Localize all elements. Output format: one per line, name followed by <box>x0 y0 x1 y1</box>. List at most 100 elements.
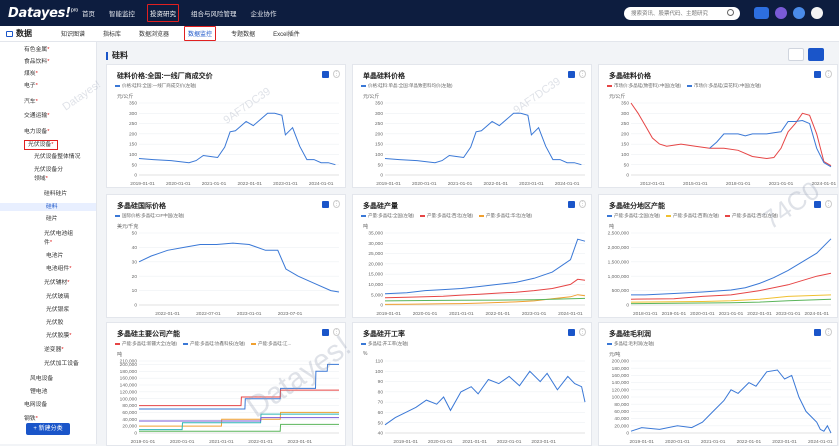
search-input[interactable] <box>624 7 740 20</box>
app-icon[interactable] <box>775 7 787 19</box>
sidebar-item[interactable]: 领域* <box>34 175 48 183</box>
sidebar-item[interactable]: 逆变器* <box>44 346 64 354</box>
top-nav-item[interactable]: 智能监控 <box>109 11 135 18</box>
legend-item[interactable]: 产能:多晶硅:全国(左轴) <box>607 213 660 219</box>
legend-item[interactable]: 价格:硅料:全国:一线厂商成交价(左轴) <box>115 83 196 89</box>
chart-settings-icon[interactable] <box>814 329 821 336</box>
more-icon[interactable]: ⋮ <box>825 328 832 336</box>
chart-settings-icon[interactable] <box>814 201 821 208</box>
top-nav-item[interactable]: 投资研究 <box>147 4 179 22</box>
sidebar-item[interactable]: 电网设备 <box>24 401 47 409</box>
star-icon: * <box>67 280 70 286</box>
sidebar-item[interactable]: 光伏设备整体情况 <box>34 153 80 161</box>
section-tab[interactable]: 知识图谱 <box>61 32 86 38</box>
legend-item[interactable]: 多晶硅:开工率(左轴) <box>361 341 408 347</box>
avatar[interactable] <box>811 7 823 19</box>
sidebar-item[interactable]: 光伏电池组 <box>44 230 73 238</box>
chart-settings-icon[interactable] <box>322 329 329 336</box>
sidebar-item[interactable]: 件* <box>44 239 52 247</box>
sidebar-item[interactable]: 钢铁* <box>24 415 38 423</box>
sidebar-item[interactable]: 光伏胶膜* <box>46 332 71 340</box>
more-icon[interactable]: ⋮ <box>825 200 832 208</box>
more-icon[interactable]: ⋮ <box>579 328 586 336</box>
more-icon[interactable]: ⋮ <box>825 70 832 78</box>
legend-item[interactable]: 国际价格:多晶硅:CIF中国(左轴) <box>115 213 184 219</box>
section-tab[interactable]: 数据监控 <box>184 26 217 41</box>
more-icon[interactable]: ⋮ <box>333 200 340 208</box>
sidebar-item[interactable]: 食品饮料* <box>24 58 49 66</box>
chart-settings-icon[interactable] <box>568 71 575 78</box>
legend-item[interactable]: 产能:多晶硅:协鑫科技(左轴) <box>183 341 245 347</box>
section-tab[interactable]: 数据浏览器 <box>139 32 170 38</box>
legend-item[interactable]: 产能:多晶硅:西南(左轴) <box>666 213 719 219</box>
legend-item[interactable]: 产能:多晶硅:新疆大全(左轴) <box>115 341 177 347</box>
sidebar-item[interactable]: 锂电池 <box>30 388 47 396</box>
sidebar-item[interactable]: 电子* <box>24 82 38 90</box>
legend-item[interactable]: 产量:多晶硅:华北(左轴) <box>479 213 532 219</box>
sidebar-item-label: 锂电池 <box>30 389 48 395</box>
x-tick-label: 2021-01-01 <box>462 439 487 445</box>
sidebar-item[interactable]: 交通运输* <box>24 112 49 120</box>
sidebar-item[interactable]: 电池片 <box>46 252 63 260</box>
sidebar-item[interactable]: 风电设备 <box>30 375 53 383</box>
more-icon[interactable]: ⋮ <box>333 70 340 78</box>
section-tab[interactable]: Excel插件 <box>273 32 300 38</box>
legend-item[interactable]: 价格:硅料:单晶:全国:单晶致密料均价(左轴) <box>361 83 453 89</box>
series-line <box>139 417 339 422</box>
section-tab[interactable]: 指标库 <box>103 32 122 38</box>
legend-item[interactable]: 市场价:多晶硅(致密料):中国(左轴) <box>607 83 681 89</box>
y-tick-label: 15,000 <box>368 272 383 278</box>
grid-view-button[interactable] <box>788 48 804 61</box>
legend-item[interactable]: 产量:多晶硅:西北(左轴) <box>420 213 473 219</box>
sidebar-item[interactable]: 煤炭* <box>24 70 38 78</box>
list-view-button[interactable] <box>808 48 824 61</box>
star-icon: * <box>47 59 50 65</box>
logo[interactable]: Datayes!pro <box>8 6 80 21</box>
sidebar-item[interactable]: 硅片 <box>46 215 58 223</box>
sidebar-item[interactable]: 光伏玻璃 <box>46 293 69 301</box>
sidebar-item[interactable]: 光伏辅材* <box>44 279 69 287</box>
chart-settings-icon[interactable] <box>568 329 575 336</box>
message-icon[interactable] <box>793 7 805 19</box>
legend-item[interactable]: 多晶硅:毛利润(左轴) <box>607 341 654 347</box>
sidebar-item[interactable]: 硅料硅片 <box>44 190 67 198</box>
y-axis-unit: 元/公斤 <box>609 94 626 100</box>
sidebar-item[interactable]: 光伏设备* <box>24 140 59 150</box>
search-icon[interactable] <box>727 9 734 16</box>
legend-item[interactable]: 产量:多晶硅:全国(左轴) <box>361 213 414 219</box>
series-line <box>630 369 832 434</box>
more-icon[interactable]: ⋮ <box>579 200 586 208</box>
legend-item[interactable]: 市场价:多晶硅(菜花料):中国(左轴) <box>687 83 761 89</box>
section-tab[interactable]: 专题数据 <box>231 32 256 38</box>
chart-settings-icon[interactable] <box>322 71 329 78</box>
top-nav-item[interactable]: 企业协作 <box>250 11 277 18</box>
legend-swatch <box>725 214 730 217</box>
series-line <box>384 294 586 305</box>
more-icon[interactable]: ⋮ <box>579 70 586 78</box>
legend-item[interactable]: 产能:多晶硅:江... <box>251 341 291 347</box>
star-icon: * <box>61 347 64 353</box>
new-category-button[interactable]: + 新建分类 <box>26 423 70 435</box>
robot-icon[interactable] <box>754 7 769 19</box>
sidebar-item[interactable]: 光伏胶 <box>46 319 63 327</box>
chart-settings-icon[interactable] <box>322 201 329 208</box>
sidebar-item[interactable]: 有色金属* <box>24 46 49 54</box>
sidebar-item[interactable]: 电池组件* <box>46 265 71 273</box>
y-tick-label: 100 <box>375 369 383 375</box>
sidebar-item[interactable]: 电力设备* <box>24 128 49 136</box>
sidebar-item-label: 有色金属 <box>24 47 48 53</box>
sidebar-item[interactable]: 硅料 <box>0 203 96 211</box>
x-tick-label: 2022-01-01 <box>483 181 508 187</box>
more-icon[interactable]: ⋮ <box>333 328 340 336</box>
chart-settings-icon[interactable] <box>568 201 575 208</box>
chart-settings-icon[interactable] <box>814 71 821 78</box>
sidebar-item[interactable]: 光伏银浆 <box>46 306 69 314</box>
sidebar-item[interactable]: 光伏加工设备 <box>44 360 79 368</box>
sidebar-item[interactable]: 汽车* <box>24 98 38 106</box>
star-icon: * <box>35 99 38 105</box>
top-nav-item[interactable]: 首页 <box>82 11 95 18</box>
sidebar-item[interactable]: 光伏设备分 <box>34 166 63 174</box>
x-tick-label: 2023-01-01 <box>519 181 544 187</box>
top-nav-item[interactable]: 组合与风险管理 <box>191 11 237 18</box>
legend-item[interactable]: 产能:多晶硅:西北(左轴) <box>725 213 778 219</box>
